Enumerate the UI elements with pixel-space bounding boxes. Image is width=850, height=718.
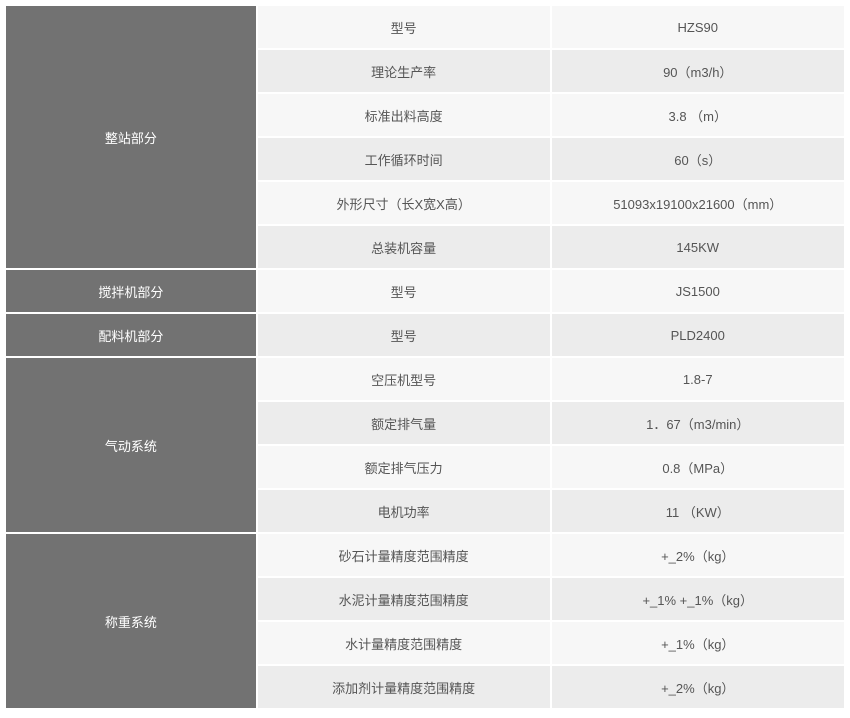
category-whole-station: 整站部分 (6, 6, 256, 268)
param-value: +_1% +_1%（kg） (552, 578, 845, 620)
param-label: 电机功率 (258, 490, 550, 532)
table-row: 气动系统 空压机型号 1.8-7 (6, 358, 844, 400)
param-value: PLD2400 (552, 314, 845, 356)
param-value: +_2%（kg） (552, 534, 845, 576)
category-mixer: 搅拌机部分 (6, 270, 256, 312)
param-value: 90（m3/h） (552, 50, 845, 92)
table-row: 整站部分 型号 HZS90 (6, 6, 844, 48)
param-label: 标准出料高度 (258, 94, 550, 136)
table-row: 配料机部分 型号 PLD2400 (6, 314, 844, 356)
param-value: HZS90 (552, 6, 845, 48)
param-value: 51093x19100x21600（mm） (552, 182, 845, 224)
category-batcher: 配料机部分 (6, 314, 256, 356)
param-label: 型号 (258, 270, 550, 312)
category-pneumatic: 气动系统 (6, 358, 256, 532)
param-value: 3.8 （m） (552, 94, 845, 136)
param-value: 60（s） (552, 138, 845, 180)
table-row: 搅拌机部分 型号 JS1500 (6, 270, 844, 312)
category-weighing: 称重系统 (6, 534, 256, 708)
param-value: +_1%（kg） (552, 622, 845, 664)
param-value: 1.8-7 (552, 358, 845, 400)
param-value: 145KW (552, 226, 845, 268)
param-value: JS1500 (552, 270, 845, 312)
spec-table: 整站部分 型号 HZS90 理论生产率 90（m3/h） 标准出料高度 3.8 … (4, 4, 846, 710)
param-label: 空压机型号 (258, 358, 550, 400)
param-value: 0.8（MPa） (552, 446, 845, 488)
param-label: 型号 (258, 314, 550, 356)
param-label: 水泥计量精度范围精度 (258, 578, 550, 620)
param-value: +_2%（kg） (552, 666, 845, 708)
param-value: 1．67（m3/min） (552, 402, 845, 444)
param-value: 11 （KW） (552, 490, 845, 532)
param-label: 额定排气压力 (258, 446, 550, 488)
param-label: 额定排气量 (258, 402, 550, 444)
table-row: 称重系统 砂石计量精度范围精度 +_2%（kg） (6, 534, 844, 576)
param-label: 总装机容量 (258, 226, 550, 268)
param-label: 理论生产率 (258, 50, 550, 92)
param-label: 外形尺寸（长X宽X高） (258, 182, 550, 224)
param-label: 水计量精度范围精度 (258, 622, 550, 664)
param-label: 型号 (258, 6, 550, 48)
param-label: 工作循环时间 (258, 138, 550, 180)
param-label: 砂石计量精度范围精度 (258, 534, 550, 576)
param-label: 添加剂计量精度范围精度 (258, 666, 550, 708)
